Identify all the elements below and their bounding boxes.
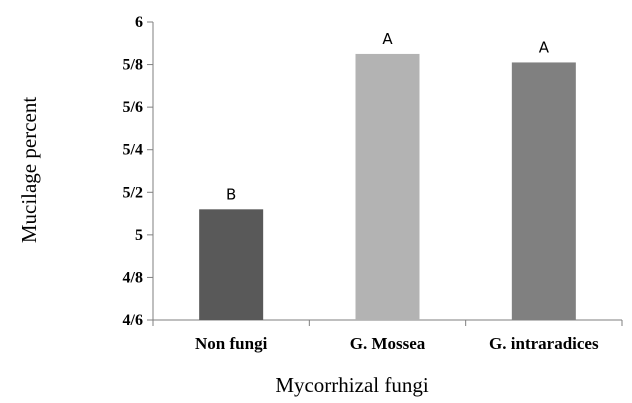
y-axis: 4/6 4/8 5 5/2 5/4 5/6 5/8 6 xyxy=(123,14,154,329)
x-tick-label: G. intraradices xyxy=(489,334,599,353)
data-label: A xyxy=(382,30,393,48)
y-tick-label: 5 xyxy=(135,227,143,244)
y-tick-label: 5/6 xyxy=(123,99,143,116)
x-tick-label: G. Mossea xyxy=(350,334,426,353)
x-axis: Non fungi G. Mossea G. intraradices xyxy=(152,319,623,353)
y-tick-label: 5/8 xyxy=(123,57,143,74)
bars xyxy=(199,53,576,321)
x-axis-title: Mycorrhizal fungi xyxy=(275,373,429,397)
data-label: B xyxy=(226,185,236,203)
y-tick-label: 5/4 xyxy=(123,142,143,159)
y-tick-label: 6 xyxy=(135,14,143,31)
y-tick-label: 4/8 xyxy=(123,269,143,286)
y-tick-label: 4/6 xyxy=(123,312,143,329)
data-label: A xyxy=(539,38,550,56)
bar xyxy=(511,62,576,320)
y-tick-label: 5/2 xyxy=(123,184,143,201)
bar xyxy=(199,209,264,320)
bar xyxy=(355,53,420,321)
y-axis-title: Mucilage percent xyxy=(17,97,41,244)
x-tick-label: Non fungi xyxy=(195,334,268,353)
data-labels: B A A xyxy=(226,30,550,203)
